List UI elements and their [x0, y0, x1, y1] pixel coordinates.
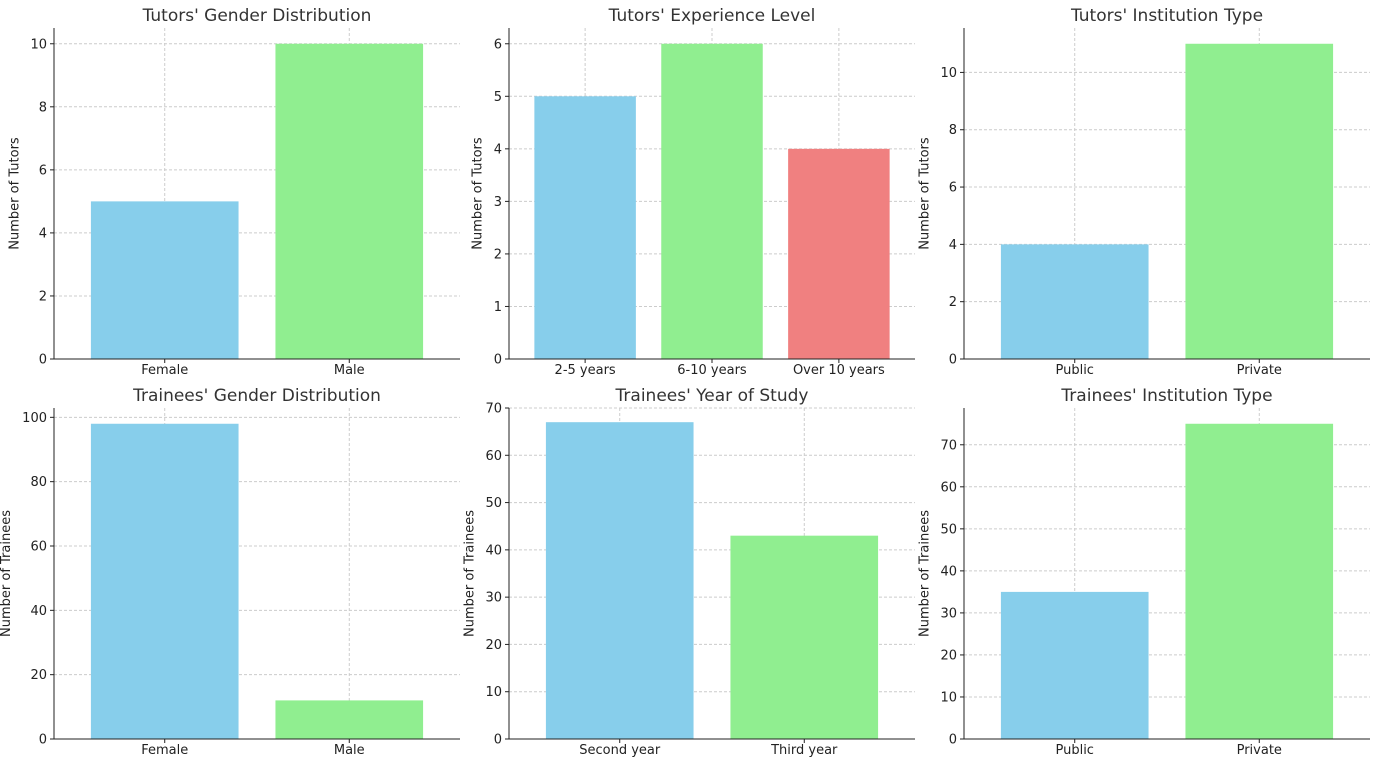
- y-tick-label: 30: [940, 606, 957, 621]
- chart-title: Trainees' Institution Type: [1060, 386, 1272, 406]
- x-tick-label: Male: [334, 743, 365, 758]
- y-tick-label: 4: [949, 238, 957, 253]
- chart-panel-3: 0 2 4 6 8 10 Public Private Tutors' Institution …: [917, 6, 1370, 378]
- y-tick-label: 0: [39, 353, 47, 368]
- y-axis-label: Number of Tutors: [471, 137, 486, 250]
- y-tick-label: 40: [940, 564, 957, 579]
- chart-panel-1: 0 2 4 6 8 10 Female Male Tutors' Gender Distribu…: [7, 6, 460, 378]
- y-tick-label: 60: [30, 539, 47, 554]
- x-tick-label: Private: [1237, 743, 1282, 758]
- chart-panel-2: 0 1 2 3 4 5 6 2-5 years 6-10 years Over 10 years T…: [471, 6, 915, 378]
- y-tick-label: 10: [940, 690, 957, 705]
- bar-public: [1000, 244, 1149, 359]
- bar-over-10-years: [788, 148, 890, 359]
- bar-2-5-years: [534, 96, 636, 360]
- bar-second-year: [545, 422, 694, 739]
- y-tick-label: 3: [494, 195, 502, 210]
- y-tick-label: 0: [39, 733, 47, 748]
- y-tick-label: 60: [940, 480, 957, 495]
- x-tick-label: Public: [1055, 363, 1093, 378]
- y-tick-label: 1: [494, 300, 502, 315]
- y-tick-label: 60: [485, 449, 502, 464]
- bar-private: [1185, 423, 1334, 739]
- chart-title: Tutors' Institution Type: [1070, 6, 1263, 26]
- chart-panel-4: 0 20 40 60 80 100 Female Male Trainees' Gender D…: [0, 386, 460, 758]
- bar-male: [275, 43, 424, 360]
- x-tick-label: Female: [141, 363, 188, 378]
- x-tick-label: Public: [1055, 743, 1093, 758]
- y-tick-label: 20: [485, 638, 502, 653]
- y-axis-label: Number of Tutors: [917, 137, 932, 250]
- y-tick-label: 4: [494, 142, 502, 157]
- y-tick-label: 2: [494, 247, 502, 262]
- y-axis-label: Number of Tutors: [7, 137, 22, 250]
- y-tick-label: 6: [494, 37, 502, 52]
- y-axis-label: Number of Trainees: [462, 510, 477, 637]
- y-tick-label: 10: [30, 37, 47, 52]
- x-tick-label: Male: [334, 363, 365, 378]
- y-tick-label: 20: [940, 648, 957, 663]
- y-tick-label: 10: [940, 66, 957, 81]
- y-tick-label: 50: [940, 522, 957, 537]
- y-tick-label: 20: [30, 668, 47, 683]
- chart-title: Trainees' Year of Study: [615, 386, 809, 406]
- x-tick-label: Private: [1237, 363, 1282, 378]
- y-tick-label: 0: [949, 353, 957, 368]
- y-tick-label: 70: [485, 402, 502, 417]
- bar-female: [90, 423, 239, 739]
- y-tick-label: 0: [494, 353, 502, 368]
- x-tick-label: Over 10 years: [793, 363, 885, 378]
- y-tick-label: 40: [30, 604, 47, 619]
- y-tick-label: 10: [485, 685, 502, 700]
- y-tick-label: 4: [39, 226, 47, 241]
- y-tick-label: 2: [39, 289, 47, 304]
- y-tick-label: 70: [940, 438, 957, 453]
- bar-male: [275, 700, 424, 739]
- chart-panel-5: 0 10 20 30 40 50 60 70 Second year Third year Trai…: [462, 386, 915, 758]
- chart-title: Trainees' Gender Distribution: [132, 386, 381, 406]
- y-tick-label: 50: [485, 496, 502, 511]
- y-axis-label: Number of Trainees: [0, 510, 14, 637]
- bar-private: [1185, 43, 1334, 360]
- x-tick-label: Female: [141, 743, 188, 758]
- chart-title: Tutors' Experience Level: [608, 6, 816, 26]
- y-tick-label: 2: [949, 295, 957, 310]
- y-tick-label: 6: [949, 181, 957, 196]
- y-tick-label: 40: [485, 543, 502, 558]
- y-axis-label: Number of Trainees: [917, 510, 932, 637]
- y-tick-label: 8: [949, 123, 957, 138]
- bar-third-year: [730, 535, 879, 739]
- x-tick-label: Third year: [770, 743, 838, 758]
- y-tick-label: 6: [39, 163, 47, 178]
- chart-title: Tutors' Gender Distribution: [142, 6, 372, 26]
- y-tick-label: 30: [485, 591, 502, 606]
- bar-public: [1000, 591, 1149, 739]
- x-tick-label: 2-5 years: [555, 363, 616, 378]
- bar-6-10-years: [661, 43, 763, 360]
- y-tick-label: 100: [22, 411, 47, 426]
- y-tick-label: 8: [39, 100, 47, 115]
- y-tick-label: 80: [30, 475, 47, 490]
- x-tick-label: 6-10 years: [677, 363, 747, 378]
- x-tick-label: Second year: [579, 743, 661, 758]
- y-tick-label: 5: [494, 90, 502, 105]
- bar-female: [90, 201, 239, 359]
- y-tick-label: 0: [494, 733, 502, 748]
- chart-panel-6: 0 10 20 30 40 50 60 70 Public Private Trainees' In…: [917, 386, 1370, 758]
- y-tick-label: 0: [949, 733, 957, 748]
